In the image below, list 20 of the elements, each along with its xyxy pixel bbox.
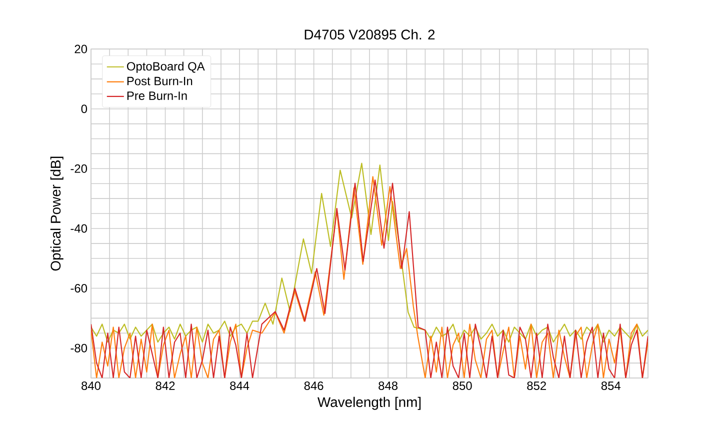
legend-label: Pre Burn-In bbox=[127, 92, 187, 100]
x-tick-label: 846 bbox=[304, 382, 324, 390]
x-tick-label: 848 bbox=[378, 382, 398, 390]
chart-title: D4705 V20895 Ch. 2 bbox=[304, 29, 435, 40]
y-tick-label: 20 bbox=[74, 44, 88, 54]
y-tick-label: 0 bbox=[81, 104, 88, 114]
y-tick-label: -40 bbox=[70, 224, 88, 233]
x-tick-label: 850 bbox=[452, 382, 472, 390]
x-axis-title: Wavelength [nm] bbox=[318, 396, 421, 410]
x-tick-label: 840 bbox=[82, 382, 101, 390]
x-tick-label: 854 bbox=[601, 382, 620, 390]
x-tick-label: 842 bbox=[156, 382, 175, 390]
legend-label: OptoBoard QA bbox=[126, 62, 205, 73]
x-tick-label: 852 bbox=[527, 382, 546, 390]
x-tick-label: 844 bbox=[230, 382, 250, 390]
y-axis-title: Optical Power [dB] bbox=[50, 156, 64, 271]
y-tick-label: -60 bbox=[70, 284, 88, 293]
legend-label: Post Burn-In bbox=[127, 76, 192, 86]
y-tick-label: -20 bbox=[70, 164, 88, 173]
y-tick-label: -80 bbox=[70, 344, 88, 352]
